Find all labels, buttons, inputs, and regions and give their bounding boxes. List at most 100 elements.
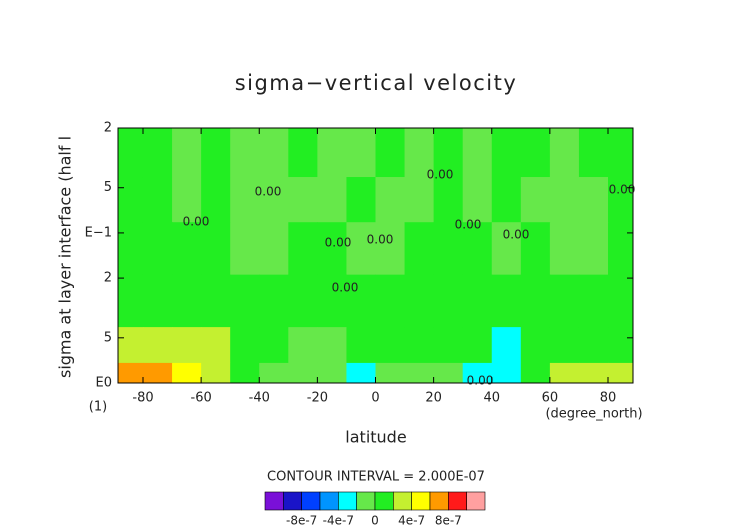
contour-cell — [317, 327, 347, 364]
contour-cell — [259, 177, 289, 223]
contour-cell — [288, 222, 318, 276]
y-tick-label: E−1 — [85, 225, 112, 240]
contour-cell — [259, 128, 289, 178]
contour-cell — [172, 222, 202, 276]
y-tick-label: 2 — [104, 271, 112, 286]
contour-cell — [317, 177, 347, 223]
contour-cell — [201, 327, 231, 364]
contour-cell — [375, 327, 406, 364]
contour-cell — [375, 177, 406, 223]
contour-cell — [172, 327, 202, 364]
contour-cell — [259, 362, 289, 384]
contour-cell — [491, 362, 522, 384]
colorbar-label: 0 — [371, 514, 379, 528]
contour-cell — [230, 222, 260, 276]
x-tick-label: -20 — [307, 391, 328, 406]
contour-cell — [142, 222, 173, 276]
contour-cell — [346, 362, 376, 384]
contour-cell — [608, 327, 634, 364]
contour-cell — [433, 177, 464, 223]
contour-cell — [549, 327, 580, 364]
contour-cell — [491, 128, 522, 178]
colorbar-box — [356, 491, 376, 511]
colorbar-box — [429, 491, 449, 511]
x-axis-label: latitude — [345, 428, 406, 447]
contour-cell — [288, 327, 318, 364]
x-units: (degree_north) — [545, 407, 642, 422]
contour-cell — [346, 177, 376, 223]
contour-cell — [346, 222, 376, 276]
colorbar-label: 4e-7 — [398, 514, 425, 528]
colorbar-label: -4e-7 — [323, 514, 354, 528]
contour-cell — [404, 327, 435, 364]
colorbar-box — [411, 491, 431, 511]
contour-cell — [288, 362, 318, 384]
contour-label: 0.00 — [332, 281, 359, 295]
contour-cell — [462, 128, 493, 178]
contour-cell — [462, 274, 493, 328]
chart-title: sigma−vertical velocity — [235, 71, 518, 95]
contour-cell — [230, 274, 260, 328]
contour-cell — [491, 177, 522, 223]
contour-cell — [404, 362, 435, 384]
contour-cell — [201, 222, 231, 276]
colorbar-box — [264, 491, 284, 511]
contour-label: 0.00 — [255, 185, 282, 199]
contour-cell — [259, 274, 289, 328]
contour-cell — [201, 362, 231, 384]
contour-cell — [142, 274, 173, 328]
contour-cell — [230, 128, 260, 178]
contour-label: 0.00 — [503, 228, 530, 242]
x-tick-label: -40 — [249, 391, 270, 406]
contour-cell — [346, 128, 376, 178]
contour-cell — [520, 128, 551, 178]
contour-cell — [118, 274, 144, 328]
y-axis-label: sigma at layer interface (half l — [56, 136, 75, 378]
contour-cell — [549, 274, 580, 328]
colorbar-box — [466, 491, 486, 511]
x-tick-label: 80 — [600, 391, 617, 406]
y-tick-label: 5 — [104, 330, 112, 345]
contour-cell — [317, 222, 347, 276]
contour-cell — [433, 128, 464, 178]
contour-cell — [404, 274, 435, 328]
contour-cell — [172, 177, 202, 223]
contour-cell — [118, 177, 144, 223]
contour-cell — [549, 128, 580, 178]
contour-cell — [230, 362, 260, 384]
contour-cell — [433, 327, 464, 364]
contour-cell — [288, 128, 318, 178]
contour-cell — [404, 177, 435, 223]
contour-cell — [520, 327, 551, 364]
contour-cell — [462, 222, 493, 276]
contour-cell — [608, 222, 634, 276]
contour-label: 0.00 — [467, 374, 494, 388]
contour-cell — [118, 128, 144, 178]
contour-label: 0.00 — [325, 236, 352, 250]
contour-cell — [578, 177, 609, 223]
contour-label: 0.00 — [427, 168, 454, 182]
contour-cell — [578, 362, 609, 384]
contour-cell — [230, 327, 260, 364]
x-tick-label: -60 — [191, 391, 212, 406]
colorbar-box — [448, 491, 467, 511]
contour-cell — [433, 274, 464, 328]
contour-cell — [172, 128, 202, 178]
contour-cell — [578, 222, 609, 276]
contour-cell — [118, 362, 144, 384]
y-tick-label: 5 — [104, 180, 112, 195]
contour-cell — [491, 327, 522, 364]
contour-label: 0.00 — [609, 183, 636, 197]
contour-cell — [375, 222, 406, 276]
contour-cell — [259, 222, 289, 276]
contour-cell — [520, 274, 551, 328]
x-tick-label: 0 — [371, 391, 379, 406]
contour-cell — [404, 222, 435, 276]
contour-cell — [118, 327, 144, 364]
contour-label: 0.00 — [183, 215, 210, 229]
contour-cell — [201, 177, 231, 223]
contour-cell — [288, 177, 318, 223]
contour-cell — [520, 222, 551, 276]
contour-cell — [230, 177, 260, 223]
contour-cell — [288, 274, 318, 328]
